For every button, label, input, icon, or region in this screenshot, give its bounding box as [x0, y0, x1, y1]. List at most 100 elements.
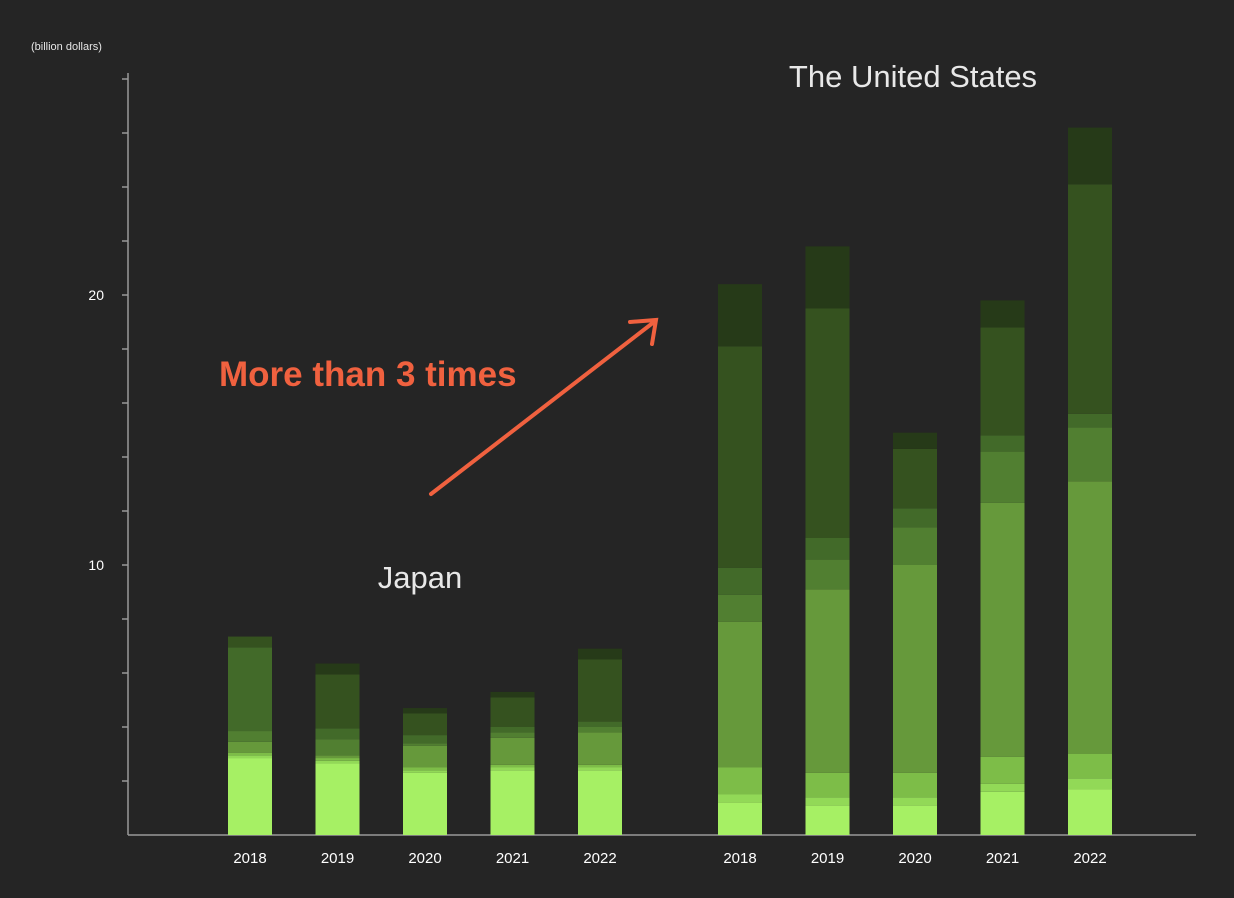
x-tick-label: 2020 [408, 850, 441, 867]
y-tick-label: 10 [88, 557, 104, 573]
bar-segment [718, 346, 762, 568]
bar-segment [315, 663, 360, 675]
bar-segment [578, 727, 622, 733]
bar-segment [1068, 789, 1112, 835]
x-axis-tick-labels: 2018 2019 2020 2021 2022 2018 2019 2020 2021 2022 [233, 850, 1106, 867]
bar-segment [578, 721, 622, 727]
x-tick-label: 2019 [321, 850, 354, 867]
bar-segment [893, 805, 937, 835]
x-tick-label: 2019 [811, 850, 844, 867]
bar-segment [1068, 481, 1112, 754]
bar-segment [403, 708, 447, 714]
bar-segment [403, 743, 447, 746]
bar-segment [805, 246, 850, 309]
bar-segment [718, 767, 762, 795]
bar-segment [228, 731, 272, 742]
bar-segment [578, 767, 622, 771]
bar-segment [578, 732, 622, 765]
bar-segment [1068, 184, 1112, 414]
bar-segment [980, 756, 1025, 784]
x-tick-label: 2018 [233, 850, 266, 867]
bar-japan-2021 [490, 691, 535, 835]
bar-segment [718, 621, 762, 768]
bar-segment [718, 567, 762, 595]
bar-segment [228, 755, 272, 759]
annotation-arrow-head [628, 317, 659, 346]
bar-segment [403, 745, 447, 768]
bar-segment [403, 735, 447, 744]
annotation-arrow [429, 317, 659, 496]
bar-segment [228, 636, 272, 648]
bar-the-united-states-2021 [980, 300, 1025, 835]
bar-segment [1068, 778, 1112, 790]
bar-segment [315, 674, 360, 729]
bar-segment [315, 760, 360, 764]
bar-segment [718, 794, 762, 803]
bar-segment [893, 432, 937, 449]
bar-segment [315, 739, 360, 756]
bar-segment [315, 758, 360, 761]
bar-segment [490, 770, 535, 835]
bar-segment [1068, 127, 1112, 185]
x-tick-label: 2020 [898, 850, 931, 867]
bar-segment [403, 767, 447, 771]
bar-segment [980, 791, 1025, 835]
bar-segment [403, 770, 447, 773]
bar-segment [315, 763, 360, 835]
bar-the-united-states-2020 [893, 432, 937, 835]
bar-segment [805, 797, 850, 806]
bar-segment [578, 648, 622, 660]
bar-segment [490, 691, 535, 698]
bar-segment [805, 538, 850, 560]
bar-segment [805, 589, 850, 773]
bar-segment [980, 300, 1025, 328]
bar-segment [893, 448, 937, 509]
bar-the-united-states-2018 [718, 284, 762, 835]
bar-segment [490, 732, 535, 738]
bar-segment [315, 755, 360, 759]
bar-segment [578, 659, 622, 722]
bar-the-united-states-2019 [805, 246, 850, 835]
annotation-text: More than 3 times [219, 355, 517, 394]
bar-segment [718, 594, 762, 622]
bar-segment [805, 559, 850, 590]
bar-segment [980, 783, 1025, 792]
bar-segment [893, 772, 937, 798]
bar-segment [893, 565, 937, 773]
bar-segment [490, 737, 535, 765]
bar-segment [980, 502, 1025, 757]
bar-segment [1068, 427, 1112, 482]
bar-segment [403, 713, 447, 736]
bar-segment [980, 327, 1025, 436]
bar-segment [718, 802, 762, 835]
bar-segment [490, 764, 535, 768]
bar-segment [805, 805, 850, 835]
annotation-arrow-shaft [429, 320, 656, 496]
x-tick-label: 2022 [583, 850, 616, 867]
bar-segment [490, 727, 535, 733]
bar-the-united-states-2022 [1068, 127, 1112, 835]
bar-segment [893, 797, 937, 806]
x-tick-label: 2022 [1073, 850, 1106, 867]
bar-segment [490, 767, 535, 771]
bar-segment [893, 508, 937, 528]
bar-segment [490, 697, 535, 727]
bar-segment [1068, 754, 1112, 779]
bar-japan-2018 [228, 636, 272, 835]
y-tick-label: 20 [88, 287, 104, 303]
bar-segment [228, 752, 272, 756]
bar-japan-2020 [403, 708, 447, 835]
bar-segment [578, 764, 622, 768]
bar-segment [315, 728, 360, 740]
bar-segment [403, 772, 447, 835]
bar-segment [718, 284, 762, 347]
bar-segment [228, 647, 272, 732]
bar-japan-2022 [578, 648, 622, 835]
bar-segment [1068, 413, 1112, 428]
bar-segment [805, 308, 850, 538]
bar-segment [228, 758, 272, 835]
bar-segment [578, 770, 622, 835]
bar-segment [893, 527, 937, 565]
bar-series [228, 127, 1112, 835]
bar-japan-2019 [315, 663, 360, 835]
